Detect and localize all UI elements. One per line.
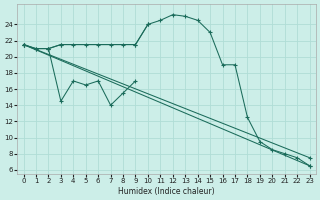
X-axis label: Humidex (Indice chaleur): Humidex (Indice chaleur) [118,187,215,196]
